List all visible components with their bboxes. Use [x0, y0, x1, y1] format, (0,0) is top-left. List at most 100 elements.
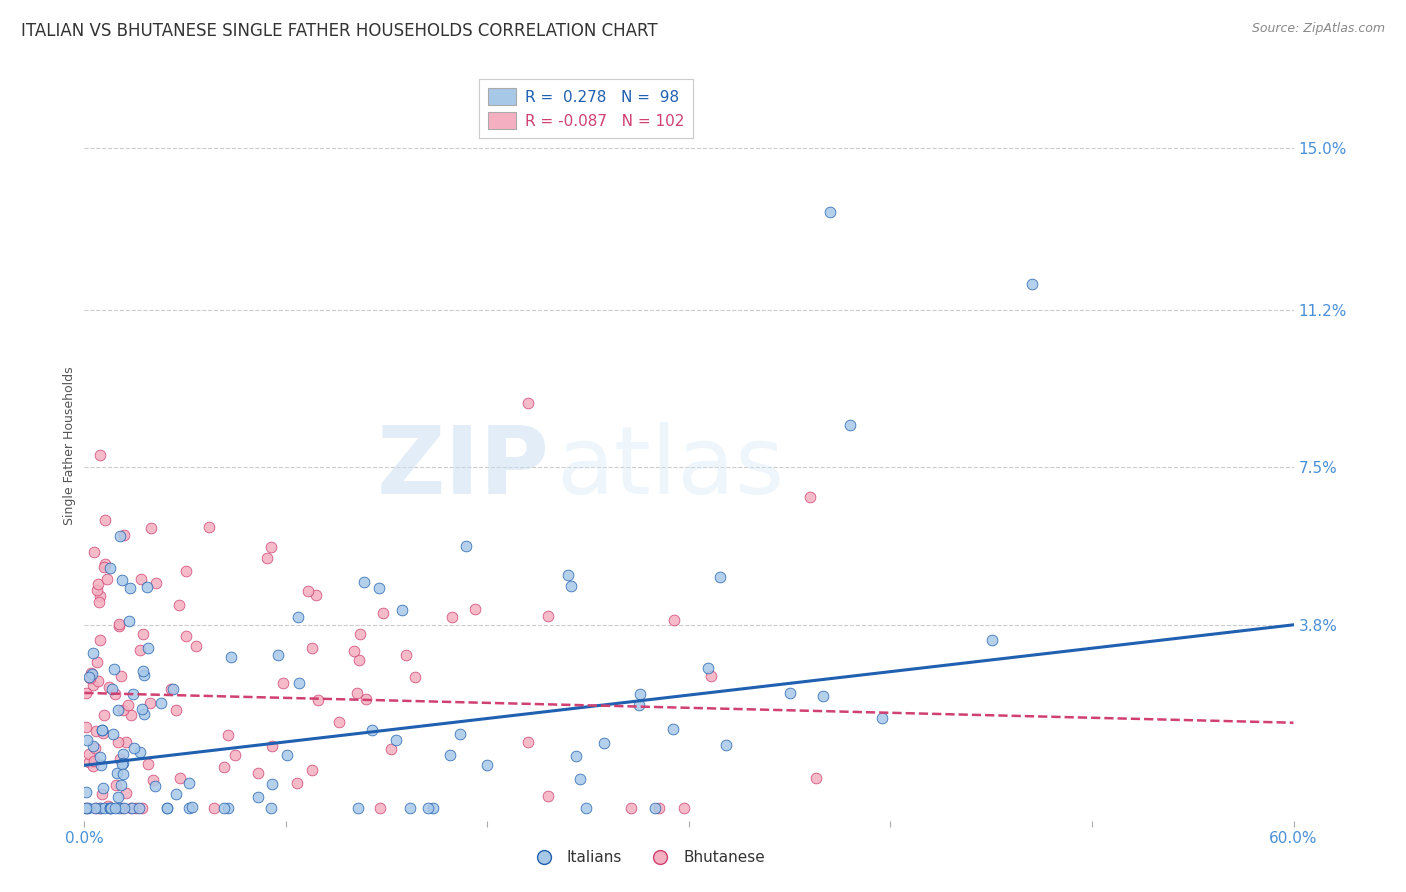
Point [91, 723, 114, 738]
Point [870, 710, 893, 724]
Point [347, 801, 370, 815]
Point [125, 801, 148, 815]
Point [156, 801, 179, 815]
Legend: Italians, Bhutanese: Italians, Bhutanese [523, 844, 770, 871]
Point [112, 747, 135, 761]
Point [79, 747, 101, 761]
Point [143, 779, 166, 793]
Point [117, 698, 139, 713]
Point [181, 799, 204, 814]
Point [246, 766, 269, 780]
Point [627, 698, 650, 712]
Point [287, 610, 309, 624]
Point [108, 617, 131, 632]
Point [699, 669, 721, 683]
Point [93, 726, 115, 740]
Point [136, 641, 159, 656]
Y-axis label: Single Father Households: Single Father Households [63, 367, 76, 525]
Point [301, 640, 323, 655]
Point [89, 801, 111, 815]
Point [260, 801, 283, 815]
Point [418, 801, 440, 815]
Point [121, 801, 143, 815]
Point [517, 735, 540, 749]
Point [477, 758, 499, 772]
Point [107, 703, 129, 717]
Point [94, 513, 117, 527]
Point [385, 733, 408, 747]
Point [83, 754, 105, 768]
Point [262, 777, 284, 791]
Point [107, 801, 129, 815]
Point [662, 614, 685, 628]
Point [177, 776, 200, 790]
Point [464, 602, 486, 616]
Point [285, 776, 308, 790]
Point [76, 733, 98, 747]
Point [156, 801, 179, 815]
Point [131, 801, 153, 815]
Point [118, 615, 141, 629]
Point [84, 801, 107, 815]
Point [353, 574, 375, 589]
Point [132, 668, 155, 682]
Point [87, 674, 110, 689]
Point [536, 789, 558, 804]
Point [980, 633, 1002, 648]
Point [89, 750, 111, 764]
Point [560, 578, 582, 592]
Point [224, 747, 246, 762]
Point [212, 760, 235, 774]
Point [404, 671, 426, 685]
Point [169, 598, 191, 612]
Point [112, 801, 135, 815]
Point [97, 799, 120, 814]
Point [661, 722, 683, 736]
Point [79, 671, 101, 685]
Point [110, 778, 132, 792]
Point [118, 581, 141, 595]
Point [115, 735, 138, 749]
Point [134, 707, 156, 722]
Point [107, 619, 129, 633]
Point [176, 629, 198, 643]
Text: ITALIAN VS BHUTANESE SINGLE FATHER HOUSEHOLDS CORRELATION CHART: ITALIAN VS BHUTANESE SINGLE FATHER HOUSE… [21, 22, 658, 40]
Point [839, 417, 862, 432]
Point [714, 738, 737, 752]
Point [177, 801, 200, 815]
Point [441, 610, 464, 624]
Point [256, 551, 278, 566]
Point [101, 681, 124, 696]
Point [644, 801, 666, 815]
Point [136, 580, 159, 594]
Point [568, 772, 591, 787]
Point [307, 693, 329, 707]
Point [159, 681, 181, 696]
Point [82, 739, 104, 753]
Point [103, 662, 125, 676]
Point [368, 801, 391, 815]
Point [449, 726, 471, 740]
Point [260, 541, 283, 555]
Point [90, 788, 112, 802]
Point [75, 801, 97, 815]
Point [804, 771, 827, 785]
Point [217, 728, 239, 742]
Point [108, 752, 131, 766]
Point [112, 528, 135, 542]
Point [150, 696, 173, 710]
Point [83, 544, 105, 558]
Point [516, 396, 538, 410]
Point [93, 560, 115, 574]
Point [111, 573, 134, 587]
Point [84, 723, 107, 738]
Point [79, 755, 101, 769]
Point [138, 756, 160, 771]
Point [77, 801, 100, 815]
Point [818, 205, 841, 219]
Point [98, 801, 121, 815]
Point [361, 723, 384, 738]
Point [91, 780, 114, 795]
Point [110, 668, 132, 682]
Point [395, 648, 418, 663]
